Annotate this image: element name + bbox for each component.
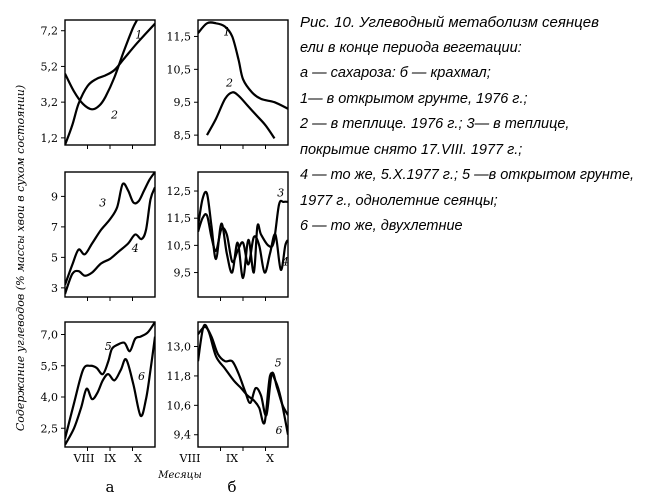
y-tick-label: 2,5	[41, 422, 59, 435]
y-tick-label: 1,2	[41, 132, 59, 145]
y-tick-label: 13,0	[167, 341, 192, 354]
series-line-4	[198, 213, 288, 274]
caption-line-3: а — сахароза: б — крахмал;	[300, 65, 491, 81]
y-tick-label: 10,6	[167, 399, 192, 412]
y-tick-label: 11,5	[167, 30, 192, 43]
series-label-3: 3	[277, 186, 284, 199]
y-tick-label: 3	[51, 282, 58, 295]
series-label-6: 6	[138, 370, 145, 383]
y-tick-label: 9,4	[174, 429, 192, 442]
y-tick-label: 5,2	[41, 60, 59, 73]
column-label-a: а	[106, 478, 115, 496]
caption-line-4: 1— в открытом грунте, 1976 г.;	[300, 90, 528, 107]
month-tick-ix-a: IX	[104, 452, 116, 465]
y-tick-label: 10,5	[167, 239, 192, 252]
month-tick-x-a: X	[134, 452, 142, 465]
caption-line-9: 6 — то же, двухлетние	[300, 218, 463, 234]
series-line-6	[65, 336, 155, 446]
series-line-2	[206, 91, 276, 140]
panel-б-1: 11,5 10,5 9,5 8,5 1 2	[167, 19, 289, 149]
panel-а-1: 7,2 5,2 3,2 1,2 1 2	[41, 19, 156, 149]
y-tick-label: 10,5	[167, 63, 192, 76]
y-tick-label: 4,0	[41, 391, 59, 404]
y-tick-label: 9	[51, 190, 58, 203]
y-tick-label: 7	[51, 221, 58, 234]
panel-а-3: 7,0 5,5 4,0 2,5 5 6	[41, 321, 156, 451]
series-label-5: 5	[105, 340, 112, 353]
figure-caption: Рис. 10. Углеводный метаболизм сеянцев е…	[300, 10, 645, 240]
chart-panels: 7,25,23,21,21211,510,59,58,51297533412,5…	[41, 19, 289, 451]
series-line-4	[65, 186, 155, 295]
series-line-1	[198, 21, 288, 110]
series-label-5: 5	[275, 356, 282, 369]
series-line-3	[198, 190, 288, 280]
series-line-5	[65, 322, 155, 439]
month-ticks-a: VIII IX X	[73, 452, 143, 465]
caption-line-7: 4 — то же, 5.X.1977 г.; 5 —в открытом гр…	[300, 167, 635, 183]
y-tick-label: 5	[51, 251, 58, 264]
month-tick-ix-b: IX	[226, 452, 238, 465]
caption-line-6: покрытие снято 17.VIII. 1977 г.;	[300, 141, 523, 158]
y-tick-label: 12,5	[167, 185, 192, 198]
series-line-3	[65, 172, 155, 286]
y-tick-label: 7,2	[41, 25, 59, 38]
series-label-2: 2	[225, 77, 233, 90]
y-tick-label: 8,5	[174, 129, 192, 142]
y-tick-label: 3,2	[41, 96, 59, 109]
series-label-6: 6	[276, 424, 283, 437]
series-label-1: 1	[135, 28, 142, 41]
y-axis-label: Содержание углеводов (% массы хвои в сух…	[14, 85, 27, 431]
series-label-1: 1	[223, 26, 230, 39]
caption-line-8: 1977 г., однолетние сеянцы;	[300, 192, 498, 209]
panel-б-3: 13,0 11,8 10,6 9,4 5 6	[167, 321, 289, 451]
series-label-2: 2	[110, 109, 118, 122]
panel-а-2: 9 7 5 3 3 4	[51, 171, 156, 301]
y-tick-label: 9,5	[174, 96, 192, 109]
month-tick-x-b: X	[266, 452, 274, 465]
series-line-2	[65, 20, 138, 111]
panel-frame	[64, 171, 156, 298]
x-axis-label: Месяцы	[157, 470, 202, 481]
month-ticks-b: VIII IX X	[179, 452, 275, 465]
series-line-1	[65, 22, 155, 145]
y-tick-label: 11,5	[167, 212, 192, 225]
series-label-3: 3	[99, 196, 106, 209]
series-label-4: 4	[131, 242, 139, 255]
series-line-6	[198, 323, 288, 435]
column-label-b: б	[227, 478, 236, 496]
panel-б-2: 12,5 11,5 10,5 9,5 3 4	[167, 171, 289, 301]
y-tick-label: 5,5	[41, 360, 59, 373]
month-tick-viii-b: VIII	[179, 452, 201, 465]
series-label-4: 4	[281, 256, 289, 269]
caption-line-1: Рис. 10. Углеводный метаболизм сеянцев	[300, 14, 599, 31]
y-tick-label: 7,0	[41, 329, 59, 342]
y-tick-label: 11,8	[167, 370, 192, 383]
caption-line-5: 2 — в теплице. 1976 г.; 3— в теплице,	[300, 116, 570, 132]
y-tick-label: 9,5	[174, 267, 192, 280]
month-tick-viii-a: VIII	[73, 452, 95, 465]
caption-line-2: ели в конце периода вегетации:	[300, 39, 522, 56]
